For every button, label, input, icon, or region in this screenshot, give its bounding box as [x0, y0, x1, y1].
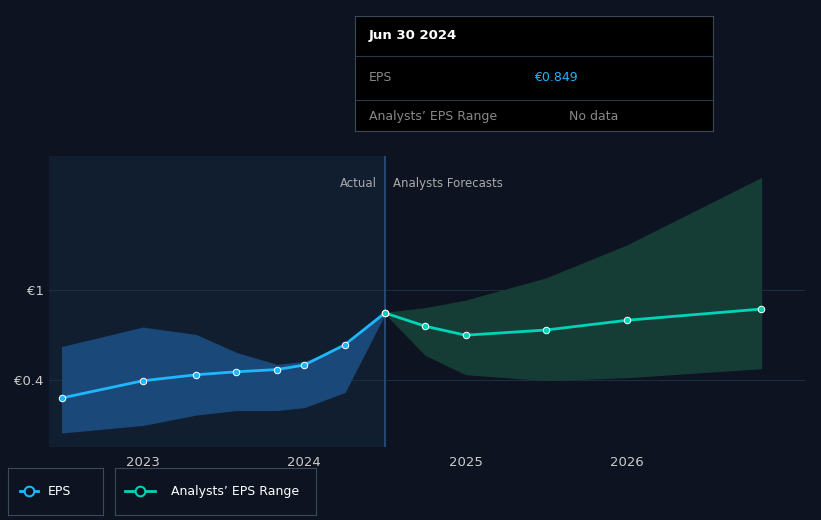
Point [230, 368, 243, 376]
Point [56, 394, 69, 402]
Text: EPS: EPS [48, 485, 71, 498]
Point [22, 487, 35, 496]
Point [190, 371, 203, 379]
Text: No data: No data [570, 110, 619, 123]
Point [459, 331, 472, 340]
Bar [49, 156, 385, 447]
Point [134, 487, 147, 496]
Text: €0.849: €0.849 [534, 71, 577, 84]
Point [378, 309, 392, 317]
Point [539, 326, 553, 334]
Text: Analysts’ EPS Range: Analysts’ EPS Range [172, 485, 300, 498]
Point [136, 376, 149, 385]
Text: Jun 30 2024: Jun 30 2024 [369, 29, 457, 42]
Text: EPS: EPS [369, 71, 392, 84]
Point [338, 341, 351, 349]
Point [134, 487, 147, 496]
Point [22, 487, 35, 496]
Text: Analysts Forecasts: Analysts Forecasts [393, 177, 503, 190]
Text: Analysts’ EPS Range: Analysts’ EPS Range [369, 110, 497, 123]
Point [419, 322, 432, 330]
Point [298, 361, 311, 369]
Point [754, 305, 768, 313]
Point [270, 366, 283, 374]
Point [378, 309, 392, 317]
Point [621, 316, 634, 324]
Text: Actual: Actual [340, 177, 377, 190]
